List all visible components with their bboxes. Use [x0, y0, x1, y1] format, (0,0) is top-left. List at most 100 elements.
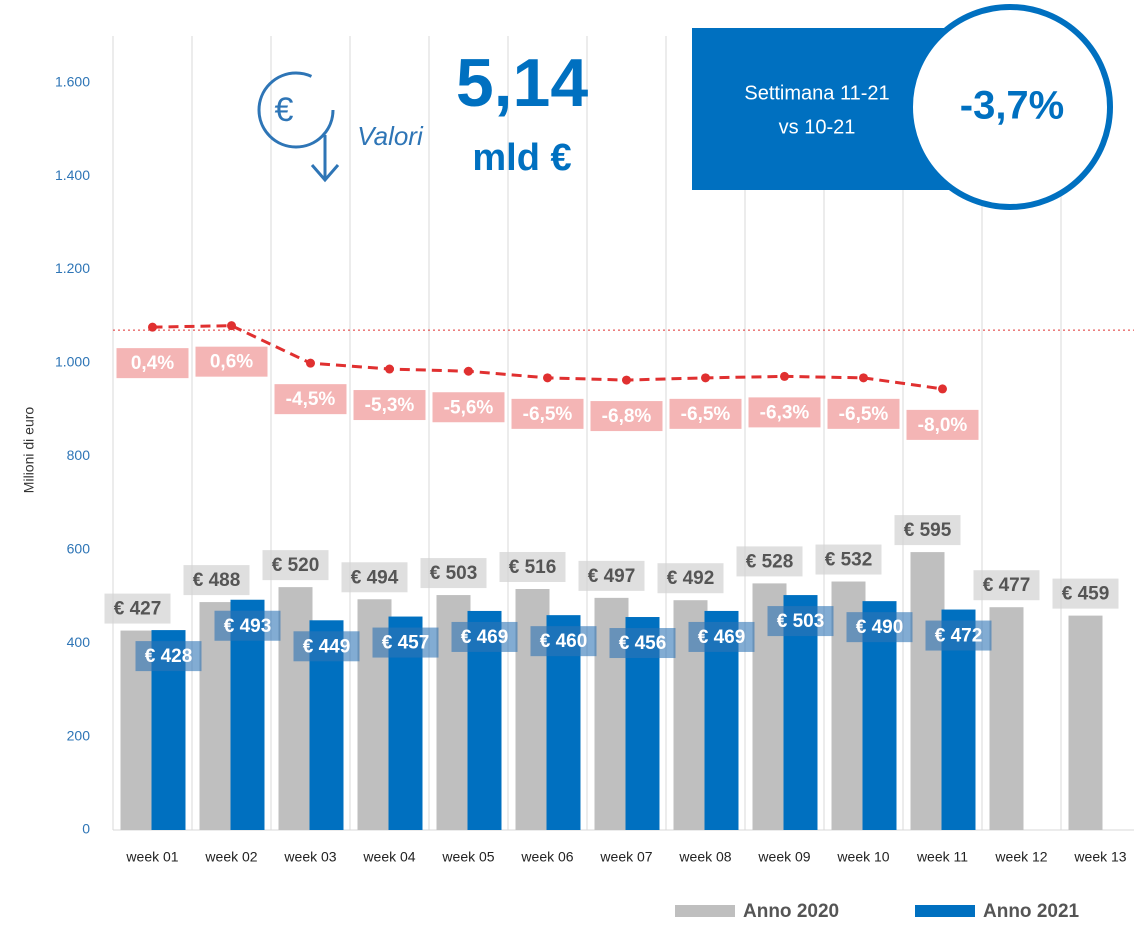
value-label-box [973, 570, 1040, 601]
x-tick-label: week 09 [757, 849, 810, 865]
value-label: 0,6% [210, 352, 253, 373]
kpi-value: 5,14 [456, 45, 589, 121]
x-tick-label: week 01 [125, 849, 178, 865]
line-point [622, 375, 631, 385]
line-point [938, 384, 947, 394]
value-label-box [894, 515, 961, 546]
kpi-change: -3,7% [960, 84, 1065, 128]
value-label: € 469 [698, 627, 746, 648]
bar [515, 588, 550, 830]
value-label: -6,5% [839, 404, 889, 425]
value-label-box [578, 560, 645, 591]
line-point [227, 321, 236, 331]
line-point [306, 358, 315, 368]
legend-label: Anno 2021 [983, 901, 1080, 922]
value-label: € 595 [904, 520, 952, 541]
value-label: € 503 [777, 611, 825, 632]
x-tick-label: week 03 [283, 849, 336, 865]
value-label: € 449 [303, 636, 351, 657]
value-label: € 503 [430, 563, 478, 584]
value-label: € 532 [825, 550, 873, 571]
x-tick-label: week 06 [520, 849, 573, 865]
x-tick-label: week 10 [836, 849, 889, 865]
value-label-box [353, 390, 426, 421]
value-label: € 493 [224, 616, 272, 637]
value-label: -6,5% [523, 404, 573, 425]
y-tick-label: 0 [82, 821, 90, 837]
value-label: € 459 [1062, 584, 1110, 605]
legend-swatch [675, 905, 735, 917]
kpi-compare: vs 10-21 [779, 116, 856, 138]
value-label-box [669, 398, 742, 429]
value-label: € 469 [461, 627, 509, 648]
y-tick-label: 1.200 [55, 260, 90, 276]
value-label-box [736, 546, 803, 577]
x-tick-label: week 11 [916, 849, 968, 865]
legend-label: Anno 2020 [743, 901, 839, 922]
line-point [701, 373, 710, 383]
value-label: € 428 [145, 646, 193, 667]
value-label: -6,3% [760, 402, 810, 423]
value-label: € 516 [509, 557, 557, 578]
y-tick-label: 1.000 [55, 354, 90, 370]
value-label: € 520 [272, 555, 320, 576]
value-label: -6,8% [602, 406, 652, 427]
line-point [148, 322, 157, 332]
x-tick-label: week 02 [204, 849, 257, 865]
x-tick-label: week 13 [1073, 849, 1126, 865]
line-point [464, 366, 473, 376]
value-label-box [748, 397, 821, 428]
value-label-box [530, 626, 597, 657]
value-label: € 528 [746, 551, 794, 572]
value-label: € 460 [540, 631, 588, 652]
value-label-box [925, 620, 992, 651]
value-label-box [906, 409, 979, 440]
value-label-box [499, 551, 566, 582]
value-label-box [116, 348, 189, 379]
value-label-box [846, 612, 913, 643]
value-label: € 497 [588, 566, 636, 587]
line-point [385, 364, 394, 374]
value-label-box [104, 593, 171, 624]
line-point [543, 373, 552, 383]
value-label-box [183, 565, 250, 596]
value-label: € 477 [983, 575, 1031, 596]
value-label: € 457 [382, 633, 430, 654]
y-tick-label: 600 [67, 540, 91, 556]
value-label-box [372, 627, 439, 658]
bar [1068, 615, 1103, 830]
value-label: -5,6% [444, 397, 494, 418]
value-label: € 456 [619, 633, 667, 654]
x-tick-label: week 04 [362, 849, 415, 865]
value-label-box [609, 628, 676, 659]
value-label-box [767, 606, 834, 637]
value-label-box [262, 550, 329, 581]
value-label-box [827, 398, 900, 429]
kpi-unit: mld € [472, 137, 571, 179]
euro-icon [257, 71, 335, 149]
value-label-box [657, 563, 724, 594]
value-label: -6,5% [681, 404, 731, 425]
value-label-box [1052, 578, 1119, 609]
value-label: -8,0% [918, 415, 968, 436]
y-tick-label: 1.400 [55, 167, 90, 183]
value-label-box [420, 558, 487, 589]
x-tick-label: week 12 [994, 849, 1047, 865]
value-label-box [274, 384, 347, 415]
value-label: € 494 [351, 567, 399, 588]
value-label: 0,4% [131, 353, 174, 374]
bar [278, 587, 313, 830]
kpi: € Valori 5,14 mld € Settimana 11-21 vs 1… [257, 4, 1113, 210]
value-label-box [815, 544, 882, 575]
value-label-box [135, 641, 202, 672]
x-tick-label: week 08 [678, 849, 731, 865]
value-label-box [195, 346, 268, 377]
value-label-box [511, 398, 584, 429]
line-point [780, 371, 789, 381]
value-label-box [432, 392, 505, 423]
kpi-period: Settimana 11-21 [744, 82, 889, 104]
value-label-box [293, 631, 360, 662]
value-label: € 472 [935, 626, 983, 647]
value-label-box [688, 621, 755, 652]
y-tick-label: 1.600 [55, 73, 90, 89]
